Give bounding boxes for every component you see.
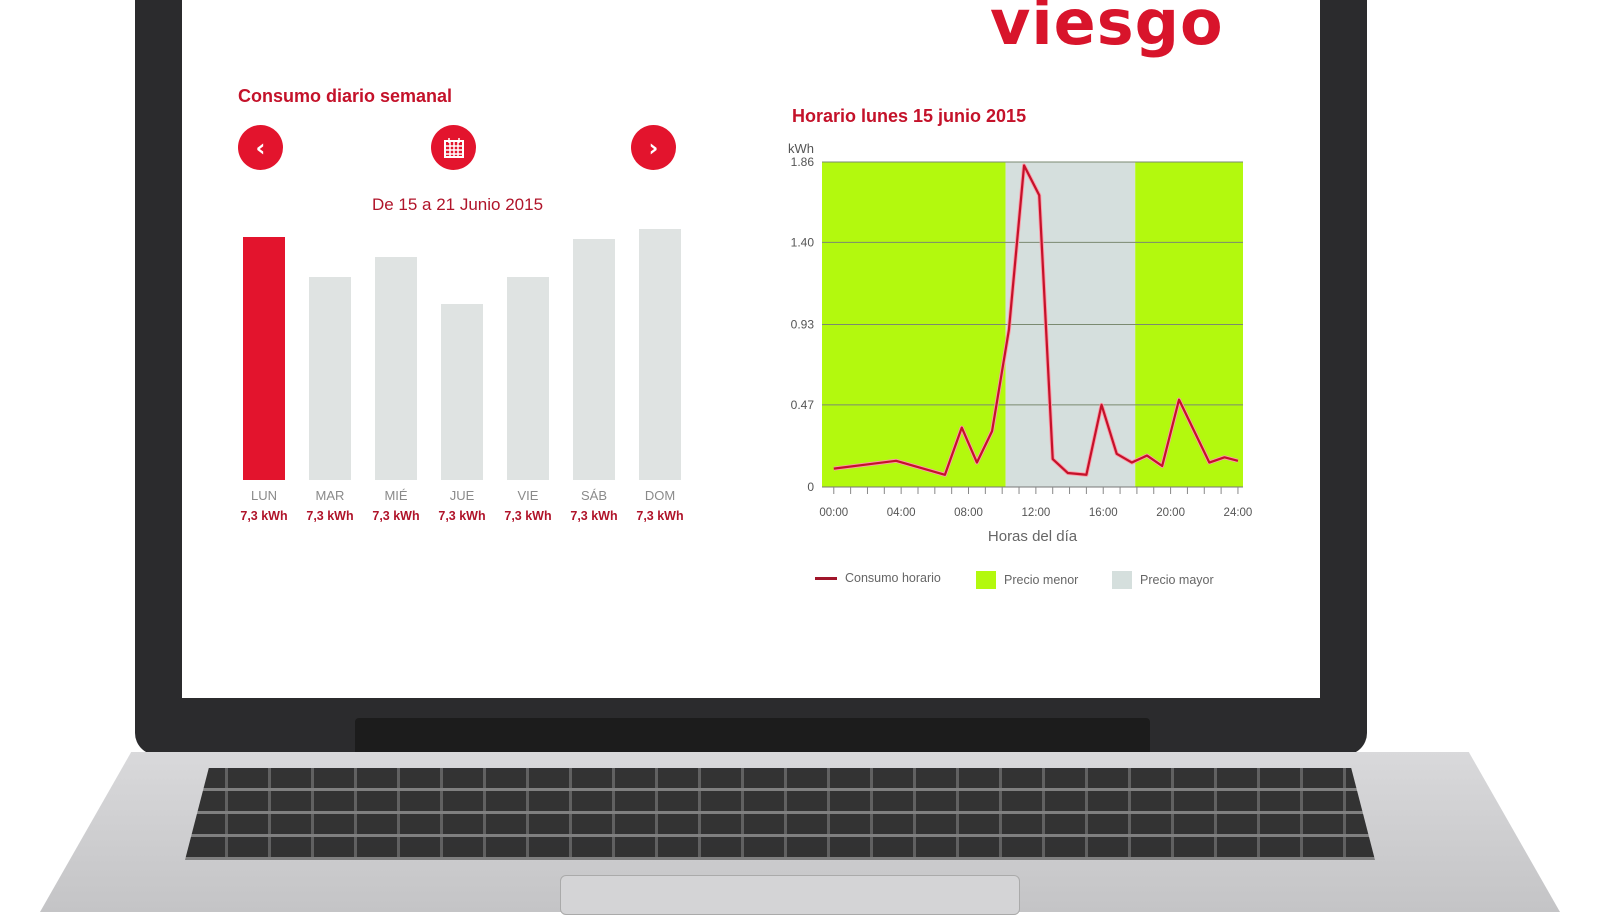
bar-0[interactable] — [243, 236, 285, 480]
legend-precio-mayor: Precio mayor — [1112, 571, 1214, 589]
bar-1[interactable] — [309, 276, 351, 480]
x-tick-label: 04:00 — [887, 507, 916, 519]
day-label: JUE — [449, 488, 475, 503]
day-label: MAR — [315, 488, 345, 503]
x-tick-label: 20:00 — [1156, 507, 1185, 519]
hourly-title: Horario lunes 15 junio 2015 — [792, 106, 1027, 126]
next-week-button[interactable]: › — [631, 125, 676, 170]
day-label: MIÉ — [384, 488, 408, 503]
chevron-left-icon: ‹ — [255, 133, 266, 162]
x-tick-label: 24:00 — [1224, 507, 1253, 519]
legend-label: Consumo horario — [845, 571, 941, 585]
legend-label: Precio menor — [1004, 573, 1079, 587]
day-value-label: 7,3 kWh — [240, 509, 288, 523]
calendar-icon — [443, 137, 464, 158]
x-tick-label: 08:00 — [954, 507, 983, 519]
consumption-line — [833, 164, 1239, 476]
y-tick-label: 0 — [807, 480, 814, 494]
day-value-label: 7,3 kWh — [306, 509, 354, 523]
laptop-hinge — [355, 718, 1150, 756]
day-value-label: 7,3 kWh — [372, 509, 420, 523]
y-tick-label: 0.47 — [791, 398, 815, 412]
x-tick-label: 16:00 — [1089, 507, 1118, 519]
x-tick-label: 12:00 — [1021, 507, 1050, 519]
bar-4[interactable] — [507, 276, 549, 480]
legend-label: Precio mayor — [1140, 573, 1214, 587]
keyboard — [185, 768, 1375, 860]
legend-grey-swatch — [1112, 571, 1132, 589]
week-range: De 15 a 21 Junio 2015 — [371, 195, 544, 214]
y-tick-label: 1.40 — [791, 235, 815, 249]
prev-week-button[interactable]: ‹ — [238, 125, 283, 170]
day-value-label: 7,3 kWh — [438, 509, 486, 523]
y-tick-label: 1.86 — [791, 155, 815, 169]
day-label: LUN — [250, 488, 277, 503]
day-value-label: 7,3 kWh — [504, 509, 552, 523]
calendar-button[interactable] — [431, 125, 476, 170]
day-label: VIE — [517, 488, 539, 503]
chevron-right-icon: › — [648, 133, 659, 162]
y-axis-label: kWh — [788, 141, 814, 156]
day-label: DOM — [644, 488, 676, 503]
bar-6[interactable] — [639, 229, 681, 480]
trackpad — [560, 875, 1020, 915]
x-tick-label: 00:00 — [819, 507, 848, 519]
legend-line-swatch — [815, 576, 837, 580]
day-value-label: 7,3 kWh — [636, 509, 684, 523]
y-tick-label: 0.93 — [791, 318, 815, 332]
bar-5[interactable] — [573, 239, 615, 480]
day-value-label: 7,3 kWh — [570, 509, 618, 523]
weekly-title: Consumo diario semanal — [238, 86, 453, 106]
bar-2[interactable] — [375, 256, 417, 480]
viesgo-logo: viesgo — [990, 0, 1224, 59]
legend-green-swatch — [976, 571, 996, 589]
legend-consumo: Consumo horario — [815, 571, 941, 585]
bar-3[interactable] — [441, 304, 483, 480]
legend-precio-menor: Precio menor — [976, 571, 1078, 589]
x-axis-label: Horas del día — [988, 528, 1078, 545]
day-label: SÁB — [580, 488, 607, 503]
